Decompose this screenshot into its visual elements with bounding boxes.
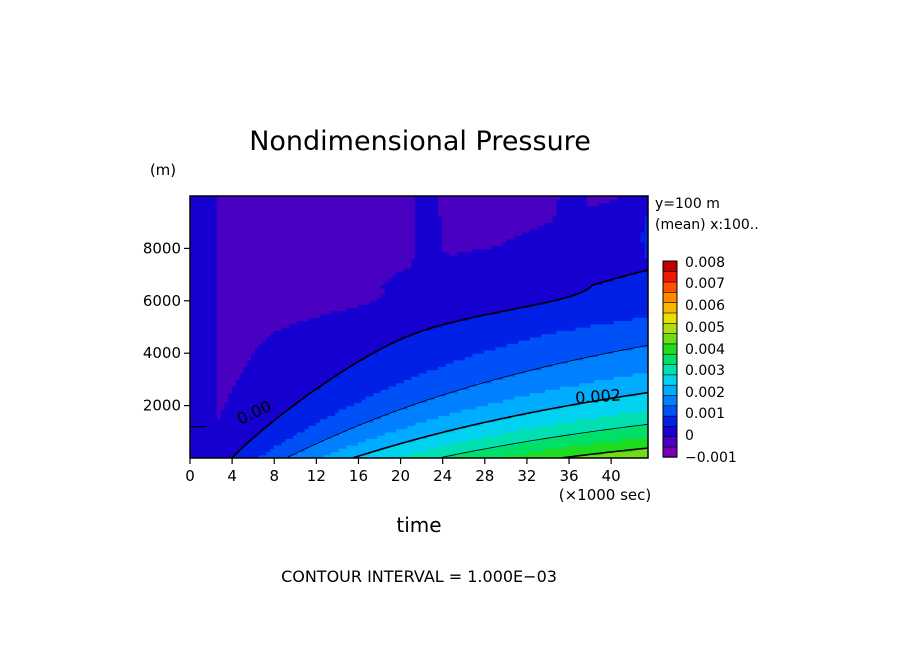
colorbar-swatch-10 <box>662 343 678 355</box>
x-tick-label-16: 16 <box>349 467 368 485</box>
colorbar: 0.008 0.007 0.006 0.005 0.004 0.003 0.002 0.001… <box>662 255 737 466</box>
contour-line-1 <box>287 344 648 458</box>
contour-lines <box>190 269 648 458</box>
x-tick-label-8: 8 <box>269 467 279 485</box>
colorbar-swatch-8 <box>662 363 678 376</box>
colorbar-swatch-18 <box>662 260 678 273</box>
colorbar-swatch-15 <box>662 291 678 303</box>
colorbar-swatch-17 <box>662 271 678 283</box>
contour-line-2 <box>353 391 648 458</box>
contour-line-3 <box>441 423 648 458</box>
y-tick-label-6000: 6000 <box>143 292 181 310</box>
pressure-field <box>190 196 648 458</box>
y-tick-label-8000: 8000 <box>143 239 181 257</box>
colorbar-swatch-4 <box>662 405 678 417</box>
colorbar-label-4: 0.004 <box>685 342 725 358</box>
colorbar-swatch-3 <box>662 415 678 427</box>
x-axis: 0 4 8 12 16 20 24 28 32 36 40 <box>185 458 621 485</box>
colorbar-frame <box>662 260 678 458</box>
x-axis-label: time <box>396 513 441 537</box>
colorbar-label-0: 0.008 <box>685 255 725 271</box>
colorbar-label-6: 0.002 <box>685 385 725 401</box>
plot-frame <box>189 195 649 459</box>
colorbar-swatch-9 <box>662 353 678 365</box>
colorbar-swatch-11 <box>662 332 678 345</box>
colorbar-swatch-13 <box>662 312 678 324</box>
x-tick-label-28: 28 <box>475 467 494 485</box>
x-tick-label-36: 36 <box>559 467 578 485</box>
y-axis: 2000 4000 6000 8000 <box>143 239 190 415</box>
x-tick-label-40: 40 <box>602 467 621 485</box>
colorbar-label-5: 0.003 <box>685 363 725 379</box>
colorbar-label-2: 0.006 <box>685 298 725 314</box>
colorbar-swatch-16 <box>662 281 678 293</box>
y-axis-unit: (m) <box>150 161 176 179</box>
colorbar-swatch-6 <box>662 384 678 396</box>
chart-title: Nondimensional Pressure <box>249 126 591 157</box>
colorbar-label-1: 0.007 <box>685 276 725 292</box>
colorbar-label-7: 0.001 <box>685 406 725 422</box>
y-tick-label-4000: 4000 <box>143 344 181 362</box>
colorbar-swatch-0 <box>662 446 678 458</box>
side-note-mean: (mean) x:100.. <box>655 217 759 233</box>
x-axis-unit: (×1000 sec) <box>559 486 652 504</box>
contour-interval: CONTOUR INTERVAL = 1.000E−03 <box>281 567 557 586</box>
colorbar-label-3: 0.005 <box>685 320 725 336</box>
colorbar-swatch-12 <box>662 322 678 334</box>
x-tick-label-32: 32 <box>517 467 536 485</box>
colorbar-swatch-14 <box>662 301 678 314</box>
x-tick-label-0: 0 <box>185 467 195 485</box>
y-tick-label-2000: 2000 <box>143 397 181 415</box>
x-tick-label-4: 4 <box>227 467 237 485</box>
colorbar-swatch-7 <box>662 374 678 386</box>
x-tick-label-24: 24 <box>433 467 452 485</box>
contour-line-4 <box>562 447 648 458</box>
colorbar-swatch-5 <box>662 394 678 407</box>
colorbar-swatch-1 <box>662 436 678 448</box>
colorbar-label-9: −0.001 <box>685 450 737 466</box>
x-tick-label-20: 20 <box>391 467 410 485</box>
colorbar-swatch-2 <box>662 425 678 438</box>
contour-label-0.002: 0.002 <box>575 385 622 407</box>
colorbar-label-8: 0 <box>685 428 694 444</box>
side-note-y: y=100 m <box>655 196 720 212</box>
contour-line-0 <box>231 269 648 458</box>
x-tick-label-12: 12 <box>307 467 326 485</box>
